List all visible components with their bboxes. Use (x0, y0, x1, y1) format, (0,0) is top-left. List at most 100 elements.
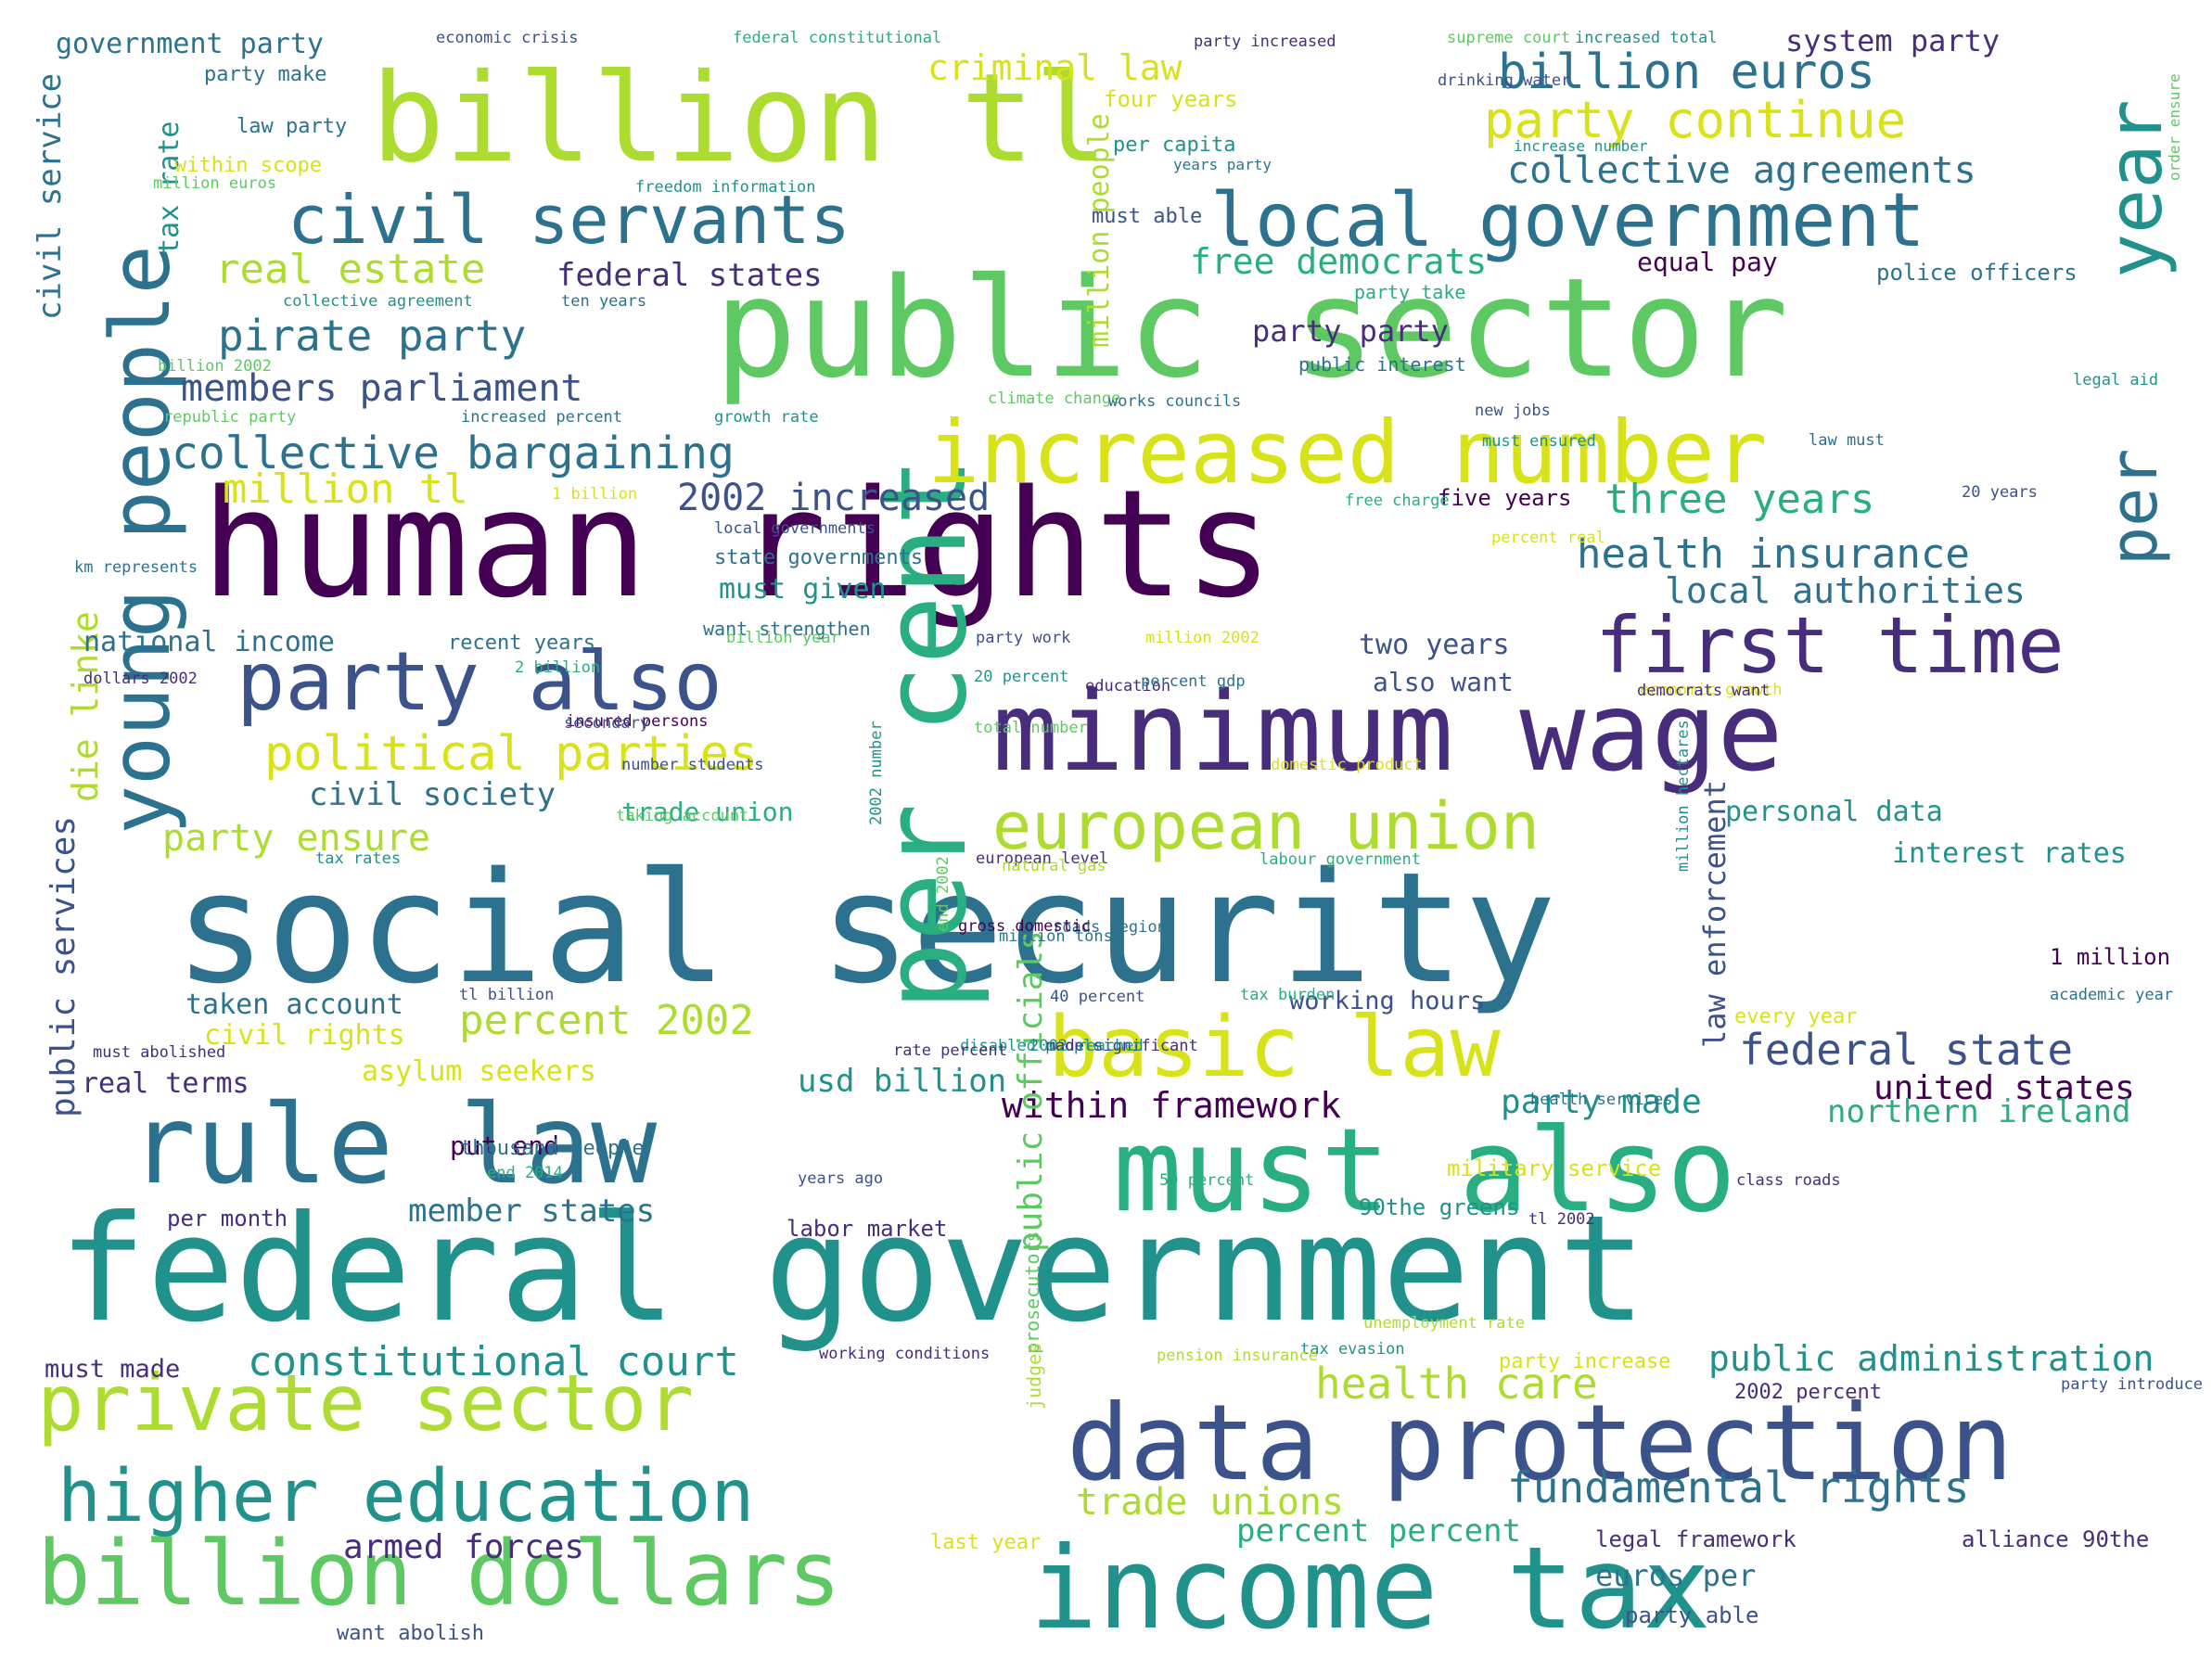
word-pirate-party: pirate party (218, 311, 526, 361)
word-human-rights: human rights (201, 457, 1273, 631)
word-private-sector: private sector (37, 1358, 694, 1449)
word-increased-number: increased number (927, 402, 1767, 504)
word-2002-percent: 2002 percent (1734, 1381, 1882, 1404)
word-civil-society: civil society (309, 776, 556, 813)
word-labour-government: labour government (1259, 850, 1421, 869)
word-party-increased: party increased (1194, 32, 1336, 51)
word-secondary: secondary (564, 714, 649, 733)
word-must-ensured: must ensured (1482, 432, 1596, 451)
word-national-income: national income (83, 626, 335, 658)
word-party-also: party also (237, 634, 722, 729)
word-party-ensure: party ensure (162, 817, 430, 860)
word-90the-greens: 90the greens (1359, 1194, 1519, 1220)
word-law-must: law must (1809, 431, 1885, 450)
word-want-abolish: want abolish (337, 1622, 484, 1645)
word-federal-government: federal government (58, 1184, 1646, 1355)
word-ten-years: ten years (561, 292, 646, 311)
word-billion-dollars: billion dollars (37, 1522, 841, 1626)
word-dollars-2002: dollars 2002 (83, 670, 198, 688)
word-real-estate: real estate (215, 246, 485, 293)
word-drinking-water: drinking water (1438, 71, 1570, 90)
word-freedom-information: freedom information (635, 178, 815, 197)
word-last-year: last year (930, 1531, 1041, 1554)
word-must-abolished: must abolished (93, 1043, 225, 1062)
word-public-officials: public officials (1012, 930, 1050, 1252)
word-alliance-90the: alliance 90the (1962, 1526, 2149, 1552)
word-per-cent: per cent (859, 457, 992, 1011)
word-government-party: government party (56, 28, 324, 60)
word-order-ensure: order ensure (2166, 73, 2183, 181)
word-criminal-law: criminal law (927, 47, 1183, 88)
word-domestic-product: domestic product (1271, 756, 1423, 774)
word-health-services: health services (1530, 1091, 1673, 1109)
word-local-governments: local governments (714, 519, 876, 538)
word-years-party: years party (1173, 156, 1272, 173)
word-tax-evasion: tax evasion (1300, 1340, 1405, 1359)
word-insured-persons: insured persons (566, 712, 709, 731)
word-party-increase: party increase (1499, 1350, 1670, 1373)
word-taking-account: taking account (616, 807, 748, 825)
word-public-services: public services (45, 816, 83, 1117)
word-unemployment-rate: unemployment rate (1363, 1314, 1525, 1333)
word-billion-2002: billion 2002 (158, 357, 272, 376)
word-european-level: european level (976, 849, 1108, 868)
word-billion-year: billion year (726, 629, 840, 647)
word-increase-number: increase number (1514, 137, 1648, 155)
word-asylum-seekers: asylum seekers (362, 1055, 596, 1088)
word-die-linke: die linke (65, 611, 106, 802)
word-real-terms: real terms (82, 1067, 249, 1100)
word-increased-total: increased total (1575, 29, 1718, 47)
word-1-million: 1 million (2050, 944, 2170, 970)
word-billion-euros: billion euros (1498, 45, 1875, 100)
word-percent-gdp: percent gdp (1141, 672, 1246, 691)
word-legal-framework: legal framework (1595, 1526, 1796, 1552)
word-disabled-people: disabled people (960, 1037, 1103, 1055)
word-free-democrats: free democrats (1190, 241, 1487, 282)
word-must-also: must also (1113, 1104, 1736, 1238)
word-euros-per: euros per (1595, 1558, 1756, 1593)
word-1-billion: 1 billion (552, 485, 637, 504)
word-gross-domestic: gross domestic (958, 917, 1091, 936)
word-trade-unions: trade unions (1076, 1481, 1344, 1524)
word-prosecutors: prosecutors (1021, 1232, 1043, 1354)
word-military-service: military service (1447, 1155, 1661, 1181)
word-collective-agreements: collective agreements (1507, 149, 1976, 192)
word-party-take: party take (1354, 281, 1465, 303)
word-public-interest: public interest (1298, 353, 1466, 376)
word-academic-year: academic year (2050, 986, 2173, 1004)
word-party-made: party made (1501, 1083, 1702, 1121)
word-european-union: european union (992, 788, 1540, 864)
word-per: per (2096, 449, 2172, 566)
word-member-states: member states (408, 1193, 655, 1230)
word-federal-states: federal states (556, 257, 823, 294)
word-two-years: two years (1359, 629, 1510, 661)
word-2-billion: 2 billion (515, 658, 600, 677)
word-economic-growth: economic growth (1640, 681, 1783, 699)
word-20-percent: 20 percent (974, 668, 1068, 686)
word-end-2002: end 2002 (934, 856, 953, 932)
word-party-make: party make (204, 63, 326, 86)
word-party-work: party work (976, 629, 1070, 647)
word-growth-rate: growth rate (714, 408, 819, 427)
word-tl-billion: tl billion (459, 986, 554, 1004)
word-billion-tl: billion tl (371, 47, 1108, 190)
word-federal-state: federal state (1739, 1025, 2073, 1075)
word-social-security: social security (174, 839, 1556, 1017)
word-income-tax: income tax (1029, 1523, 1711, 1654)
word-local-government: local government (1210, 177, 1925, 263)
word-put-end: put end (450, 1130, 559, 1161)
word-per-capita: per capita (1113, 134, 1235, 157)
word-personal-data: personal data (1725, 796, 1943, 828)
word-year: year (2092, 99, 2179, 278)
word-republic-party: republic party (163, 408, 296, 427)
word-new-jobs: new jobs (1475, 402, 1551, 420)
word-young-people: young people (93, 245, 188, 835)
word-collective-agreement: collective agreement (283, 292, 473, 311)
word-natural-gas: natural gas (1002, 857, 1106, 875)
word-education: education (1085, 677, 1170, 696)
word-data-protection: data protection (1067, 1382, 2013, 1504)
word-members-parliament: members parliament (181, 367, 582, 410)
word-northern-ireland: northern ireland (1827, 1093, 2131, 1130)
word-rate-percent: rate percent (893, 1041, 1007, 1060)
